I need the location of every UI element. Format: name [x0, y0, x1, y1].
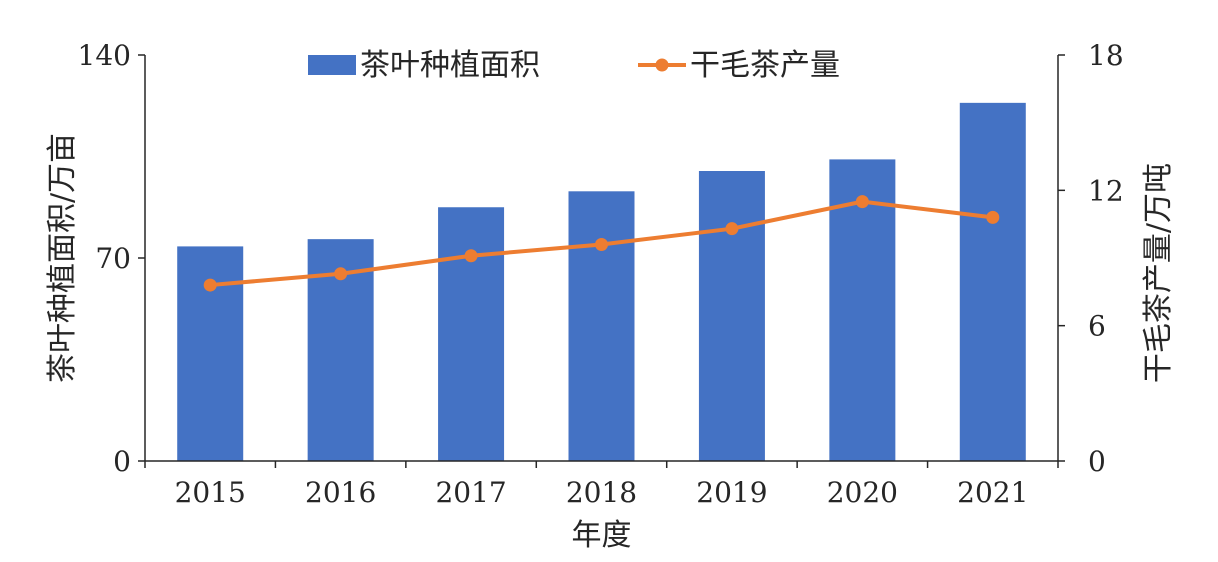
x-tick-label: 2017 [435, 476, 506, 509]
x-axis-title: 年度 [572, 518, 632, 553]
line-point-2017 [464, 249, 478, 263]
x-tick-label: 2016 [305, 476, 376, 509]
y-right-tick-label: 6 [1088, 310, 1106, 343]
x-tick-label: 2018 [566, 476, 637, 509]
y-right-tick-label: 0 [1088, 445, 1106, 478]
legend-swatch-marker [655, 58, 669, 72]
x-tick-label: 2019 [696, 476, 767, 509]
bar-2019 [698, 171, 765, 461]
x-tick-label: 2020 [827, 476, 898, 509]
y-right-axis-title: 干毛茶产量/万吨 [1141, 163, 1176, 383]
bar-2017 [438, 207, 505, 461]
bar-2021 [959, 102, 1026, 461]
x-tick-label: 2021 [957, 476, 1028, 509]
x-tick-label: 2015 [175, 476, 246, 509]
line-point-2015 [203, 278, 217, 292]
line-point-2016 [334, 267, 348, 281]
line-point-2019 [725, 222, 739, 236]
line-point-2020 [855, 195, 869, 209]
y-left-tick-label: 70 [95, 242, 131, 275]
line-point-2021 [986, 210, 1000, 224]
bar-2018 [568, 191, 635, 462]
bar-2020 [829, 159, 896, 461]
y-right-tick-label: 12 [1088, 174, 1124, 207]
y-left-tick-label: 140 [78, 39, 131, 72]
y-right-tick-label: 18 [1088, 39, 1124, 72]
legend-label-line: 干毛茶产量 [690, 48, 840, 83]
y-left-axis-title: 茶叶种植面积/万亩 [45, 133, 80, 383]
y-left-tick-label: 0 [113, 445, 131, 478]
legend-swatch-bar [308, 55, 356, 75]
line-point-2018 [595, 237, 608, 251]
legend-label-bar: 茶叶种植面积 [360, 48, 540, 83]
